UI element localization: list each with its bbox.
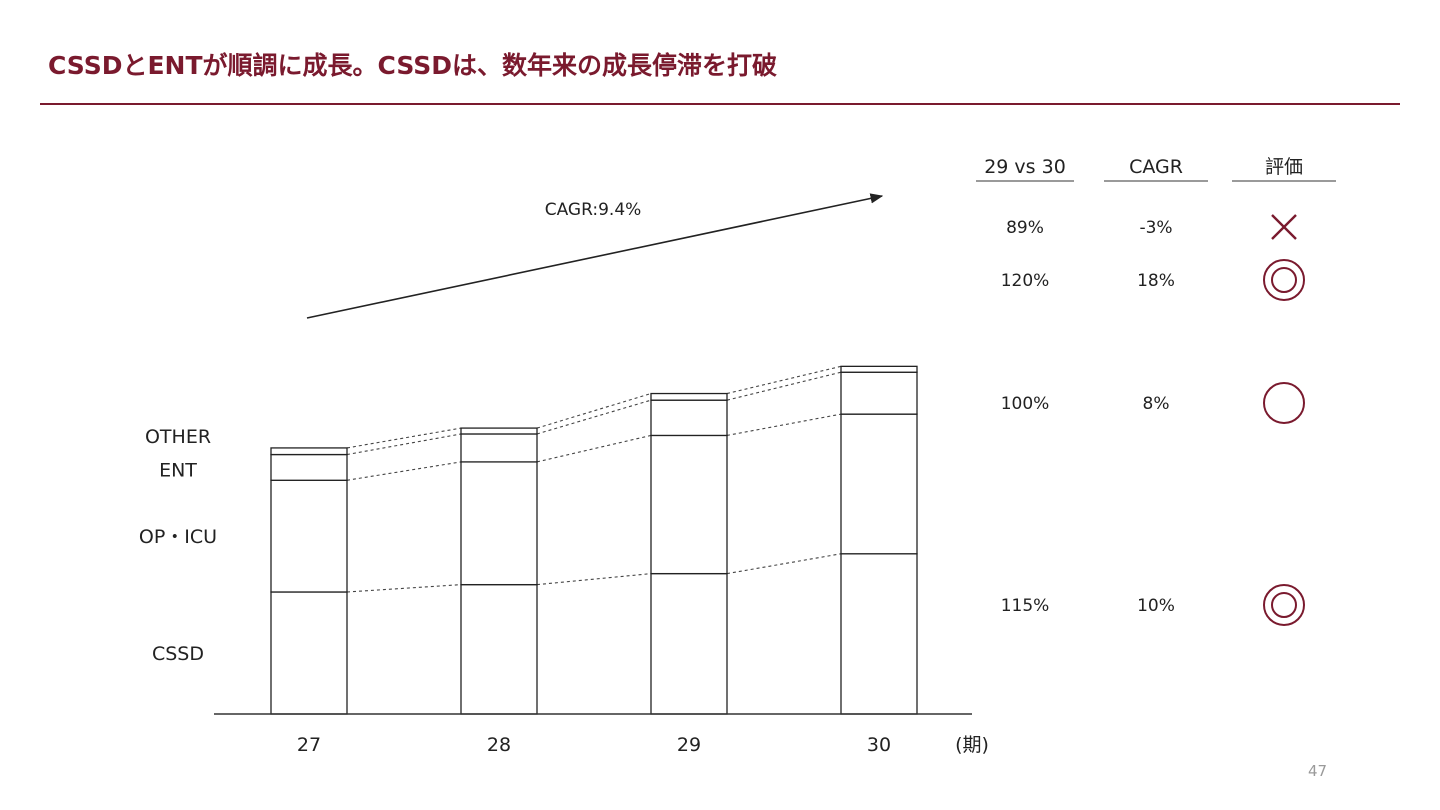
series-labels: CSSD OP・ICU ENT OTHER [139, 426, 217, 665]
bar-segment-other-27 [270, 447, 348, 456]
bar-segment-ent-28 [460, 433, 538, 463]
bar-segment-opicu-30 [840, 413, 918, 555]
bar-segment-cssd-30 [840, 553, 918, 715]
bar-segment-cssd-27 [270, 591, 348, 715]
connector-line [346, 427, 462, 449]
connector-line [536, 399, 652, 435]
bar-segment-opicu-27 [270, 479, 348, 593]
x-tick-label: 29 [677, 734, 701, 756]
table-cell-cagr: 8% [1143, 394, 1170, 414]
table-cell-yoy: 89% [1006, 218, 1044, 238]
bar-segment-ent-30 [840, 371, 918, 415]
circle-icon [1263, 382, 1305, 424]
table-cell-yoy: 120% [1001, 271, 1050, 291]
bars [270, 365, 918, 715]
x-tick-label: 30 [867, 734, 891, 756]
connector-line [346, 584, 462, 593]
table-header: CAGR [1129, 156, 1183, 178]
series-label: OTHER [145, 426, 211, 448]
table-cell-cagr: -3% [1139, 218, 1172, 238]
table-cell-yoy: 100% [1001, 394, 1050, 414]
connector-line [536, 434, 652, 463]
cross-mark-icon [1271, 214, 1297, 240]
bar-segment-ent-27 [270, 453, 348, 481]
bar-segment-other-30 [840, 365, 918, 373]
title-divider [40, 103, 1400, 105]
bar-segment-other-28 [460, 427, 538, 435]
x-tick-label: 27 [297, 734, 321, 756]
bar-segment-other-29 [650, 392, 728, 401]
x-tick-label: 28 [487, 734, 511, 756]
bar-segment-opicu-29 [650, 434, 728, 575]
connector-line [726, 371, 842, 401]
growth-arrow [306, 193, 884, 319]
page-title: CSSDとENTが順調に成長。CSSDは、数年来の成長停滞を打破 [48, 51, 777, 80]
bar-segment-cssd-28 [460, 583, 538, 715]
x-axis: 27 28 29 30 (期) [214, 713, 989, 756]
connector-line [726, 365, 842, 395]
cagr-arrow: CAGR:9.4% [306, 193, 884, 319]
double-circle-icon [1263, 259, 1305, 301]
series-label: ENT [159, 459, 197, 481]
table-header: 評価 [1265, 156, 1303, 178]
connector-line [536, 393, 652, 429]
cagr-annotation: CAGR:9.4% [545, 200, 642, 220]
connector-line [346, 433, 462, 456]
table-cell-cagr: 18% [1137, 271, 1175, 291]
table-cell-cagr: 10% [1137, 596, 1175, 616]
series-label: CSSD [152, 643, 204, 665]
bar-segment-ent-29 [650, 399, 728, 437]
bar-segment-opicu-28 [460, 461, 538, 586]
bar-segment-cssd-29 [650, 572, 728, 715]
metrics-table: 29 vs 30 CAGR 評価 89% -3% 120% 18% 100% 8% 115% 10% [976, 156, 1336, 626]
page-number: 47 [1308, 762, 1328, 780]
connector-line [726, 413, 842, 436]
x-unit-label: (期) [955, 734, 989, 756]
connector-line [536, 573, 652, 586]
series-label: OP・ICU [139, 526, 217, 548]
table-cell-yoy: 115% [1001, 596, 1050, 616]
connector-lines [346, 365, 842, 593]
table-header: 29 vs 30 [984, 156, 1066, 178]
double-circle-icon [1263, 584, 1305, 626]
connector-line [346, 461, 462, 481]
connector-line [726, 553, 842, 575]
